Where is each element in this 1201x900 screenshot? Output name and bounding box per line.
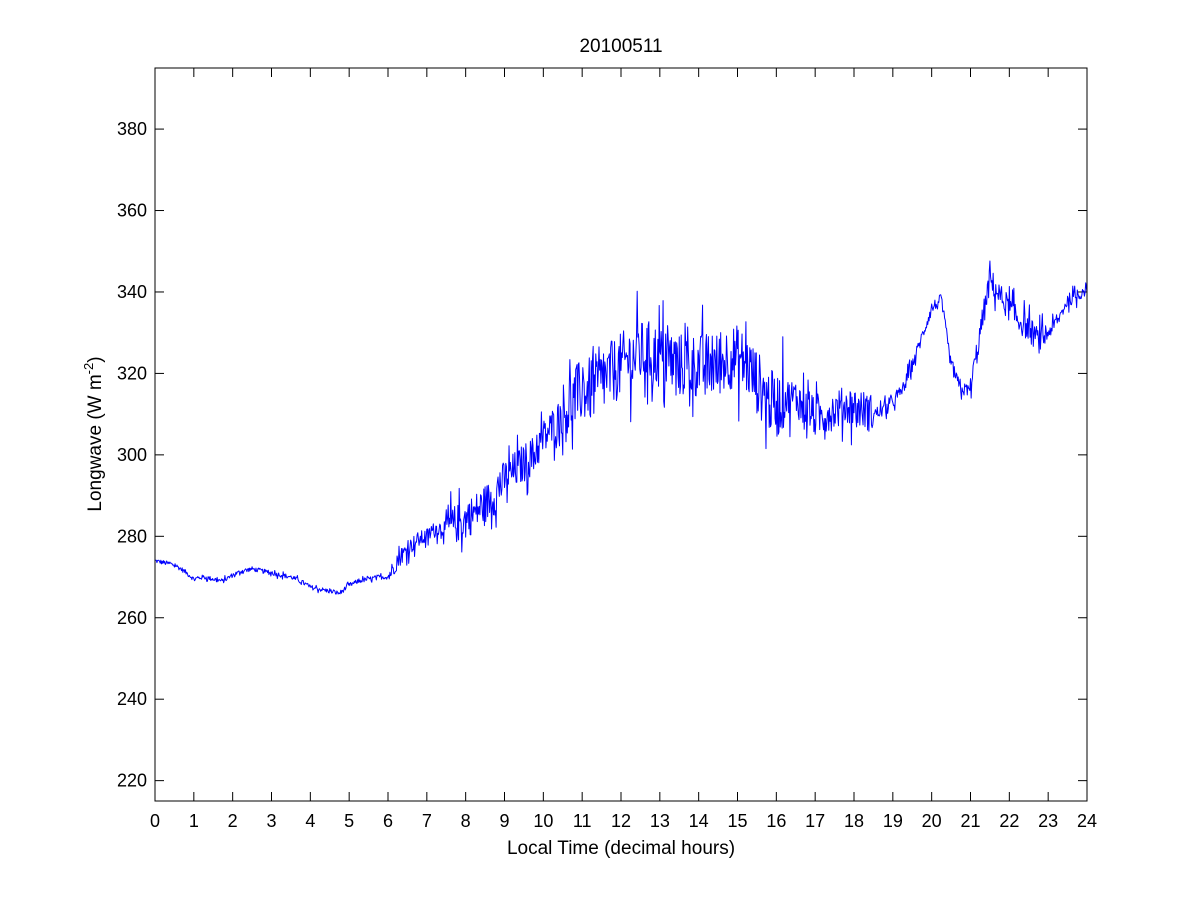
y-tick-label: 220 bbox=[117, 771, 147, 791]
x-tick-label: 22 bbox=[999, 811, 1019, 831]
x-tick-label: 15 bbox=[727, 811, 747, 831]
y-tick-label: 280 bbox=[117, 526, 147, 546]
plot-area bbox=[155, 68, 1087, 801]
x-axis-label: Local Time (decimal hours) bbox=[507, 838, 735, 859]
y-axis-label: Longwave (W m-2) bbox=[81, 356, 106, 511]
x-tick-label: 23 bbox=[1038, 811, 1058, 831]
x-tick-label: 12 bbox=[611, 811, 631, 831]
chart-title: 20100511 bbox=[579, 36, 662, 57]
y-tick-label: 300 bbox=[117, 445, 147, 465]
y-axis-label-superscript: -2 bbox=[81, 363, 96, 375]
series-line-0 bbox=[154, 260, 1088, 595]
axis-tick-labels: 0 1 2 3 4 5 6 7 8 9 10 11 12 13 14 15 16 17 18 19 20 21 22 23 24… bbox=[117, 119, 1097, 831]
x-tick-label: 11 bbox=[573, 811, 592, 831]
y-axis-label-close: ) bbox=[85, 356, 106, 362]
x-tick-label: 8 bbox=[461, 811, 471, 831]
x-tick-label: 0 bbox=[150, 811, 160, 831]
y-tick-label: 360 bbox=[117, 201, 147, 221]
plot-frame bbox=[154, 67, 1088, 802]
x-tick-label: 21 bbox=[960, 811, 980, 831]
x-tick-label: 19 bbox=[883, 811, 903, 831]
x-tick-label: 1 bbox=[189, 811, 199, 831]
x-tick-label: 24 bbox=[1077, 811, 1097, 831]
x-tick-label: 20 bbox=[922, 811, 942, 831]
x-tick-label: 9 bbox=[499, 811, 509, 831]
y-tick-label: 380 bbox=[117, 119, 147, 139]
x-tick-label: 2 bbox=[228, 811, 238, 831]
x-tick-label: 14 bbox=[689, 811, 709, 831]
y-tick-label: 320 bbox=[117, 363, 147, 383]
x-tick-label: 18 bbox=[844, 811, 864, 831]
x-tick-label: 4 bbox=[305, 811, 315, 831]
y-tick-label: 240 bbox=[117, 689, 147, 709]
y-axis-label-main: Longwave (W m bbox=[85, 374, 106, 511]
y-tick-label: 340 bbox=[117, 282, 147, 302]
axis-ticks bbox=[154, 68, 1088, 801]
x-tick-label: 10 bbox=[533, 811, 553, 831]
x-tick-label: 17 bbox=[805, 811, 825, 831]
x-tick-label: 6 bbox=[383, 811, 393, 831]
x-tick-label: 3 bbox=[266, 811, 276, 831]
series-layer bbox=[154, 260, 1088, 595]
x-tick-label: 7 bbox=[422, 811, 432, 831]
x-tick-label: 5 bbox=[344, 811, 354, 831]
x-tick-label: 16 bbox=[766, 811, 786, 831]
y-tick-label: 260 bbox=[117, 608, 147, 628]
x-tick-label: 13 bbox=[650, 811, 670, 831]
